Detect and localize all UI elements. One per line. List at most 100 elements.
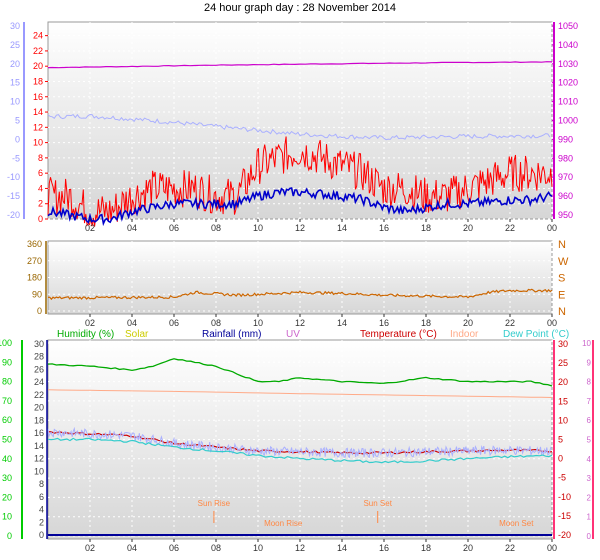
dir-tick-label: 360 xyxy=(27,239,42,249)
temp-right-tick-label: 0 xyxy=(558,454,563,464)
x-tick-label: 08 xyxy=(211,318,221,328)
x-tick-label: 06 xyxy=(169,543,179,553)
x-tick-label: 04 xyxy=(127,318,137,328)
x-tick-label: 06 xyxy=(169,318,179,328)
x-tick-label: 16 xyxy=(379,318,389,328)
x-tick-label: 20 xyxy=(463,318,473,328)
dir-tick-label: 180 xyxy=(27,273,42,283)
humidity-tick-label: 10 xyxy=(2,512,12,522)
temperature-noise-line xyxy=(47,426,552,459)
rain-tick-label: 4 xyxy=(39,505,44,515)
uv-tick-label: 0 xyxy=(587,532,592,541)
baro-tick-label: 960 xyxy=(558,191,573,201)
temp-left-tick-label: 25 xyxy=(10,40,20,50)
humidity-tick-label: 60 xyxy=(2,415,12,425)
rain-tick-label: 26 xyxy=(34,364,44,374)
x-tick-label: 08 xyxy=(211,223,221,233)
temp-right-tick-label: -10 xyxy=(558,492,571,502)
x-tick-label: 00 xyxy=(547,543,557,553)
temp-left-tick-label: -20 xyxy=(7,210,20,220)
x-tick-label: 08 xyxy=(211,543,221,553)
humidity-tick-label: 100 xyxy=(0,338,12,348)
legend-label: Solar xyxy=(125,329,149,340)
wind-tick-label: 22 xyxy=(33,46,43,56)
humidity-tick-label: 0 xyxy=(7,531,12,541)
wind-tick-label: 10 xyxy=(33,138,43,148)
uv-tick-label: 3 xyxy=(587,474,592,483)
rain-tick-label: 24 xyxy=(34,377,44,387)
rain-tick-label: 28 xyxy=(34,352,44,362)
wind-tick-label: 8 xyxy=(38,153,43,163)
baro-tick-label: 1050 xyxy=(558,21,578,31)
wind-tick-label: 24 xyxy=(33,31,43,41)
uv-tick-label: 10 xyxy=(582,339,591,348)
humidity-tick-label: 30 xyxy=(2,473,12,483)
humidity-tick-label: 50 xyxy=(2,435,12,445)
legend-label: Indoor xyxy=(450,329,479,340)
rain-tick-label: 0 xyxy=(39,530,44,540)
x-tick-label: 12 xyxy=(295,318,305,328)
x-tick-label: 14 xyxy=(337,543,347,553)
wind-tick-label: 20 xyxy=(33,61,43,71)
temp-right-tick-label: -20 xyxy=(558,530,571,540)
rain-tick-label: 16 xyxy=(34,428,44,438)
baro-tick-label: 1030 xyxy=(558,59,578,69)
x-tick-label: 12 xyxy=(295,223,305,233)
wind-tick-label: 16 xyxy=(33,92,43,102)
wind-panel-bg xyxy=(47,21,553,220)
chart-title: 24 hour graph day : 28 November 2014 xyxy=(204,2,396,14)
temperature-background-line xyxy=(47,113,551,141)
x-tick-label: 18 xyxy=(421,318,431,328)
x-tick-label: 16 xyxy=(379,223,389,233)
x-tick-label: 10 xyxy=(253,223,263,233)
wind-tick-label: 18 xyxy=(33,76,43,86)
humidity-line xyxy=(47,358,553,387)
x-tick-label: 06 xyxy=(169,223,179,233)
temp-left-tick-label: -10 xyxy=(7,172,20,182)
x-tick-label: 22 xyxy=(505,543,515,553)
temp-right-tick-label: 20 xyxy=(558,377,568,387)
dew-point-line xyxy=(47,437,553,464)
wind-tick-label: 0 xyxy=(38,214,43,224)
rain-tick-label: 14 xyxy=(34,441,44,451)
baro-tick-label: 1000 xyxy=(558,116,578,126)
uv-tick-label: 8 xyxy=(587,378,592,387)
wind-gust-line xyxy=(47,136,553,227)
sun-moon-label: Sun Rise xyxy=(198,499,231,508)
x-tick-label: 20 xyxy=(463,223,473,233)
x-tick-label: 22 xyxy=(505,318,515,328)
baro-tick-label: 990 xyxy=(558,134,573,144)
humidity-tick-label: 80 xyxy=(2,377,12,387)
baro-tick-label: 950 xyxy=(558,210,573,220)
uv-tick-label: 4 xyxy=(587,455,592,464)
x-tick-label: 12 xyxy=(295,543,305,553)
compass-label: N xyxy=(558,239,566,251)
temp-right-tick-label: -5 xyxy=(558,473,566,483)
temp-left-tick-label: 10 xyxy=(10,97,20,107)
sun-moon-label: Sun Set xyxy=(363,499,392,508)
temp-right-tick-label: 5 xyxy=(558,435,563,445)
uv-tick-label: 7 xyxy=(587,397,592,406)
x-tick-label: 20 xyxy=(463,543,473,553)
rain-tick-label: 22 xyxy=(34,390,44,400)
legend-label: UV xyxy=(286,329,300,340)
baro-tick-label: 980 xyxy=(558,153,573,163)
x-tick-label: 14 xyxy=(337,223,347,233)
x-tick-label: 16 xyxy=(379,543,389,553)
indoor-temp-line xyxy=(47,389,553,398)
compass-label: W xyxy=(558,256,569,268)
legend-label: Humidity (%) xyxy=(57,329,114,340)
barometer-line xyxy=(47,61,553,69)
wind-tick-label: 12 xyxy=(33,122,43,132)
x-tick-label: 18 xyxy=(421,543,431,553)
temp-right-tick-label: 10 xyxy=(558,415,568,425)
uv-tick-label: 5 xyxy=(587,436,592,445)
baro-tick-label: 970 xyxy=(558,172,573,182)
temp-right-tick-label: -15 xyxy=(558,511,571,521)
temp-left-tick-label: 30 xyxy=(10,21,20,31)
wind-tick-label: 14 xyxy=(33,107,43,117)
x-tick-label: 02 xyxy=(85,223,95,233)
wind-tick-label: 2 xyxy=(38,199,43,209)
